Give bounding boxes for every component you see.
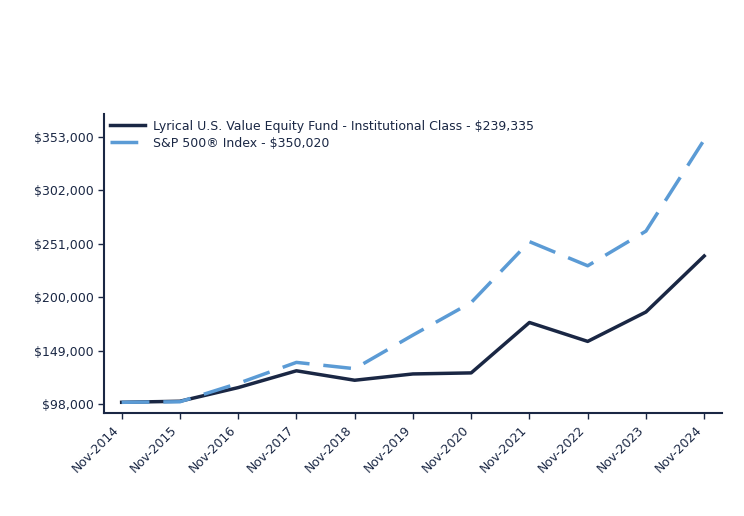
Legend: Lyrical U.S. Value Equity Fund - Institutional Class - $239,335, S&P 500® Index : Lyrical U.S. Value Equity Fund - Institu… (110, 120, 534, 150)
